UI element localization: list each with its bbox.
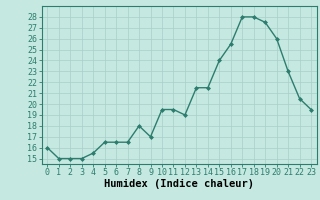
X-axis label: Humidex (Indice chaleur): Humidex (Indice chaleur) (104, 179, 254, 189)
